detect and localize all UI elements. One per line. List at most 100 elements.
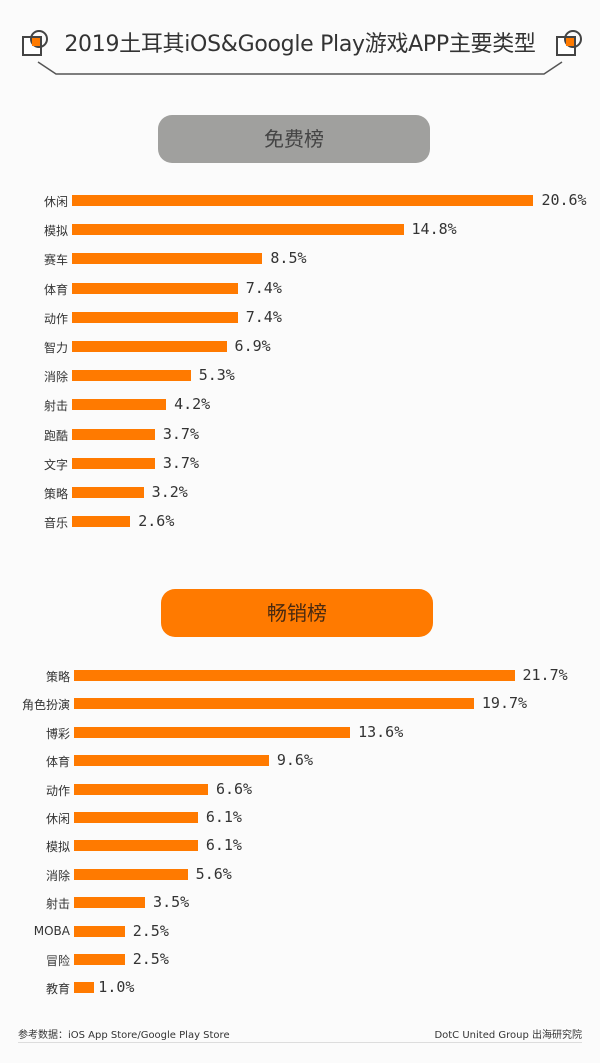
category-label: 角色扮演 xyxy=(21,698,70,713)
bar-row: MOBA 2.5% xyxy=(0,922,600,940)
value-label: 20.6% xyxy=(541,191,587,209)
bar xyxy=(72,282,238,294)
title-decoration-right-icon xyxy=(556,30,582,56)
category-label: 跑酷 xyxy=(43,428,68,443)
bar xyxy=(72,428,155,440)
bar xyxy=(74,840,198,852)
category-label: 赛车 xyxy=(43,253,68,268)
category-label: 文字 xyxy=(43,457,68,472)
bar xyxy=(74,982,95,994)
value-label: 14.8% xyxy=(411,220,457,239)
bar-row: 动作 7.4% xyxy=(0,308,600,326)
bar-row: 文字 3.7% xyxy=(0,454,600,472)
free-chart-header: 免费榜 xyxy=(158,115,430,163)
category-label: 模拟 xyxy=(43,224,68,239)
bar xyxy=(72,516,131,528)
bar-row: 赛车 8.5% xyxy=(0,249,600,268)
grossing-chart: 策略 21.7% 角色扮演 19.7% 博彩 13.6% 体育 9.6% 动作 6.6% 休闲 6.1… xyxy=(0,666,600,997)
category-label: 策略 xyxy=(45,670,70,684)
grossing-chart-header: 畅销榜 xyxy=(161,589,433,637)
bar xyxy=(72,311,238,323)
bar-row: 射击 4.2% xyxy=(0,395,600,414)
value-label: 6.1% xyxy=(205,808,242,826)
bar-row: 消除 5.6% xyxy=(0,865,600,883)
bar-row: 射击 3.5% xyxy=(0,893,600,912)
value-label: 2.6% xyxy=(138,512,175,531)
category-label: 模拟 xyxy=(45,840,70,855)
value-label: 8.5% xyxy=(270,249,307,268)
category-label: 智力 xyxy=(43,341,68,355)
value-label: 7.4% xyxy=(245,307,282,326)
bar-row: 消除 5.3% xyxy=(0,366,600,385)
bar xyxy=(72,457,155,469)
value-label: 21.7% xyxy=(522,666,568,684)
bar-row: 教育 1.0% xyxy=(0,978,600,997)
free-chart: 休闲 20.6% 模拟 14.8% 赛车 8.5% 体育 7.4% 动作 7.4% 智力 6.9% 消除… xyxy=(0,191,600,531)
value-label: 13.6% xyxy=(358,722,404,741)
value-label: 6.1% xyxy=(205,836,242,855)
category-label: 策略 xyxy=(43,487,68,501)
bar-row: 音乐 2.6% xyxy=(0,512,600,531)
category-label: 教育 xyxy=(45,982,70,997)
credit-note: DotC United Group 出海研究院 xyxy=(434,1030,582,1041)
value-label: 6.9% xyxy=(234,337,271,355)
bar xyxy=(74,954,125,965)
bar-row: 博彩 13.6% xyxy=(0,723,600,741)
value-label: 2.5% xyxy=(132,921,169,940)
bar-row: 角色扮演 19.7% xyxy=(0,694,600,713)
bar-row: 体育 7.4% xyxy=(0,279,600,297)
bar xyxy=(74,812,198,823)
bar xyxy=(72,195,534,206)
category-label: 冒险 xyxy=(45,954,70,968)
bar-row: 动作 6.6% xyxy=(0,780,600,798)
value-label: 4.2% xyxy=(174,395,211,414)
category-label: 音乐 xyxy=(43,516,68,531)
category-label: 体育 xyxy=(45,755,70,770)
chart-title: 2019土耳其iOS&Google Play游戏APP主要类型 xyxy=(64,32,536,57)
category-label: MOBA xyxy=(33,923,70,938)
category-label: 动作 xyxy=(43,311,68,326)
value-label: 2.5% xyxy=(132,950,169,968)
value-label: 5.3% xyxy=(198,366,235,385)
bar-row: 冒险 2.5% xyxy=(0,950,600,968)
bar xyxy=(74,755,269,767)
bar-row: 智力 6.9% xyxy=(0,337,600,355)
value-label: 3.7% xyxy=(162,424,199,443)
bar xyxy=(74,698,474,710)
source-note: 参考数据：iOS App Store/Google Play Store xyxy=(18,1030,230,1041)
chart-title-banner: 2019土耳其iOS&Google Play游戏APP主要类型 xyxy=(0,0,600,80)
category-label: 消除 xyxy=(43,370,68,385)
bar xyxy=(72,341,227,352)
bar xyxy=(72,487,144,498)
bar-row: 休闲 6.1% xyxy=(0,808,600,826)
bar-row: 策略 3.2% xyxy=(0,483,600,501)
value-label: 3.2% xyxy=(151,483,188,501)
bar-row: 休闲 20.6% xyxy=(0,191,600,209)
bar-row: 模拟 6.1% xyxy=(0,836,600,855)
category-label: 消除 xyxy=(45,868,70,883)
bar-row: 跑酷 3.7% xyxy=(0,425,600,443)
bar xyxy=(72,399,167,411)
value-label: 19.7% xyxy=(481,694,528,713)
bar-row: 体育 9.6% xyxy=(0,751,600,770)
category-label: 射击 xyxy=(43,399,68,414)
bar xyxy=(74,670,515,681)
bar xyxy=(74,783,208,795)
category-label: 射击 xyxy=(45,897,70,912)
category-label: 休闲 xyxy=(45,812,70,826)
value-label: 1.0% xyxy=(98,978,135,997)
bar-row: 策略 21.7% xyxy=(0,666,600,684)
bar xyxy=(74,726,351,738)
category-label: 博彩 xyxy=(45,726,70,741)
category-label: 动作 xyxy=(45,783,70,798)
category-label: 体育 xyxy=(43,282,68,297)
bar xyxy=(72,370,191,382)
value-label: 3.7% xyxy=(162,453,199,472)
value-label: 6.6% xyxy=(215,779,253,798)
value-label: 7.4% xyxy=(245,278,282,297)
value-label: 9.6% xyxy=(276,751,313,770)
bar xyxy=(72,253,263,265)
bar-row: 模拟 14.8% xyxy=(0,220,600,239)
bar xyxy=(74,868,188,880)
title-underline xyxy=(37,61,563,75)
